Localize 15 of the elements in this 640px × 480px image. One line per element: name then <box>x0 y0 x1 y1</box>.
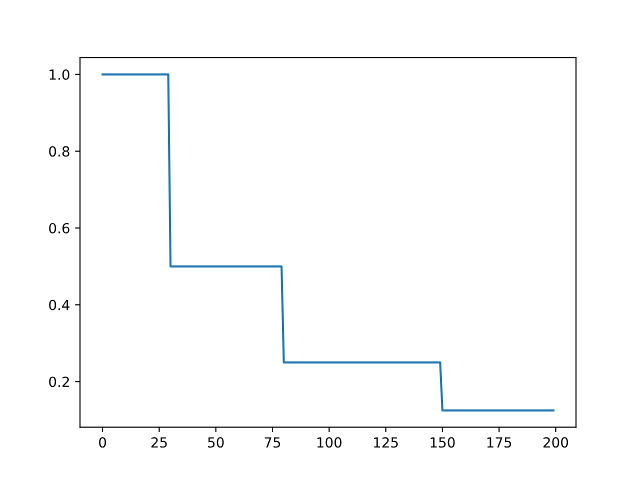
x-tick-label: 125 <box>374 437 398 448</box>
x-tick-label: 175 <box>487 437 512 448</box>
y-tick-label: 0.2 <box>49 376 69 388</box>
line-series <box>102 73 554 412</box>
y-tick-label: 0.8 <box>49 146 70 157</box>
y-tick-label: 1.0 <box>50 69 70 80</box>
y-tick-label: 0.4 <box>49 300 70 310</box>
x-tick-label: 0 <box>99 437 106 448</box>
x-tick-label: 75 <box>264 437 280 448</box>
x-tick-label: 25 <box>151 437 167 448</box>
x-tick-label: 50 <box>208 437 224 448</box>
x-tick-label: 200 <box>543 437 568 448</box>
y-tick-label: 0.6 <box>49 222 70 234</box>
x-tick-label: 100 <box>317 437 342 448</box>
x-tick-label: 150 <box>430 437 455 448</box>
